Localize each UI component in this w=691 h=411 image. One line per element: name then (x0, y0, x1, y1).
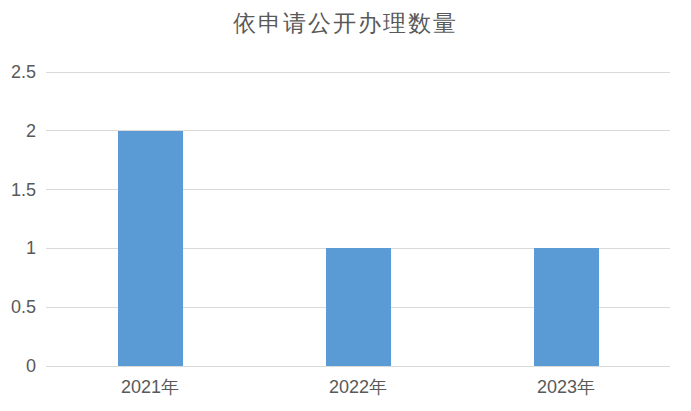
x-axis-category-label: 2023年 (462, 377, 670, 397)
plot-area (46, 72, 670, 366)
x-axis-category-label: 2022年 (254, 377, 462, 397)
bar-chart: 依申请公开办理数量 0 0.5 1 1.5 2 2.5 2021年2022年2023年 (0, 0, 691, 411)
bar (118, 131, 183, 366)
y-axis-tick-label: 0.5 (0, 297, 36, 317)
y-axis-tick-label: 1.5 (0, 180, 36, 200)
y-axis-tick-label: 2 (0, 121, 36, 141)
x-axis-category-label: 2021年 (46, 377, 254, 397)
gridline (46, 72, 670, 73)
chart-title: 依申请公开办理数量 (0, 8, 691, 39)
y-axis-tick-label: 0 (0, 356, 36, 376)
bar (534, 248, 599, 366)
bar (326, 248, 391, 366)
y-axis-tick-label: 1 (0, 238, 36, 258)
y-axis-tick-label: 2.5 (0, 62, 36, 82)
